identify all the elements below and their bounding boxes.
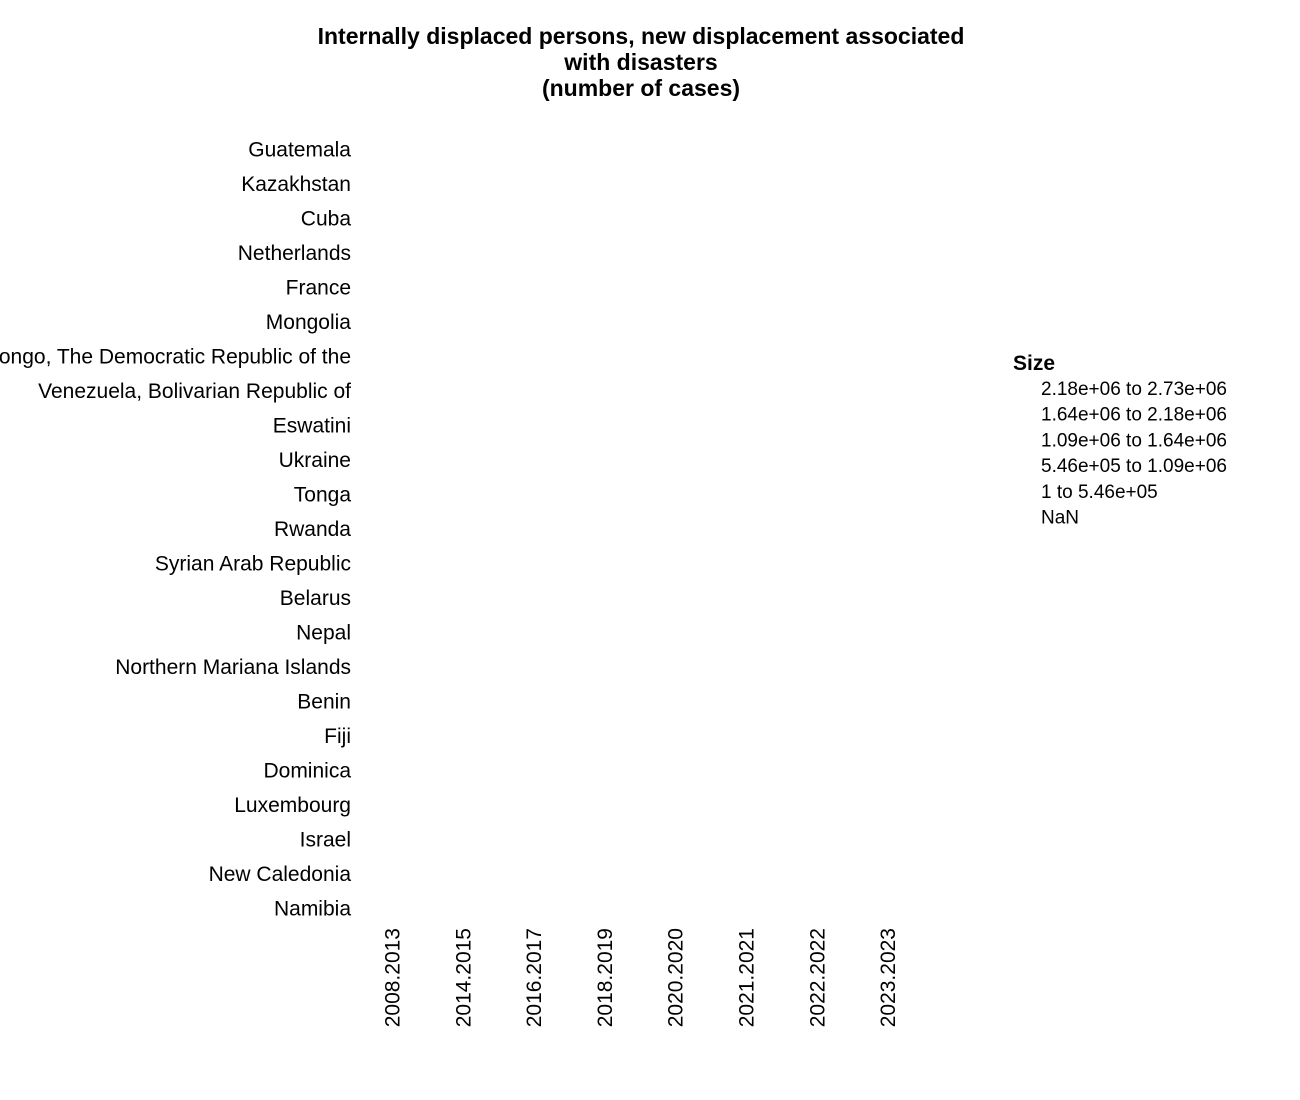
x-tick-label: 2014.2015 xyxy=(452,928,475,1027)
y-tick-label: Belarus xyxy=(280,587,351,610)
y-tick-label: Mongolia xyxy=(266,311,352,334)
x-axis-tick-labels: 2008.2013 2014.2015 2016.2017 2018.2019 2020… xyxy=(382,928,901,1027)
x-tick-label: 2008.2013 xyxy=(382,928,405,1027)
chart-title-line: with disasters xyxy=(563,49,717,75)
chart-title-line: Internally displaced persons, new displa… xyxy=(318,23,965,49)
y-tick-label: Northern Mariana Islands xyxy=(115,656,351,679)
y-tick-label: Ukraine xyxy=(279,449,351,472)
y-tick-label: Syrian Arab Republic xyxy=(155,553,351,576)
y-tick-label: Rwanda xyxy=(274,518,351,541)
y-tick-label: Fiji xyxy=(324,725,351,748)
y-tick-label: Cuba xyxy=(301,208,352,231)
y-tick-label: Namibia xyxy=(274,898,351,921)
y-tick-label: Kazakhstan xyxy=(241,173,351,196)
y-tick-label: Guatemala xyxy=(248,139,351,162)
y-axis-tick-labels: Guatemala Kazakhstan Cuba Netherlands France… xyxy=(0,139,351,921)
y-tick-label: Congo, The Democratic Republic of the xyxy=(0,346,351,369)
x-tick-label: 2020.2020 xyxy=(665,928,688,1027)
legend-item: 1.09e+06 to 1.64e+06 xyxy=(1041,430,1227,451)
legend-item: 1 to 5.46e+05 xyxy=(1041,482,1158,503)
x-tick-label: 2023.2023 xyxy=(877,928,900,1027)
y-tick-label: Luxembourg xyxy=(234,794,351,817)
x-tick-label: 2016.2017 xyxy=(523,928,546,1027)
y-tick-label: France xyxy=(286,277,351,300)
y-tick-label: Israel xyxy=(300,829,351,852)
y-tick-label: Tonga xyxy=(294,484,352,507)
y-tick-label: Nepal xyxy=(296,622,351,645)
legend-item: 5.46e+05 to 1.09e+06 xyxy=(1041,456,1227,477)
y-tick-label: Eswatini xyxy=(273,415,351,438)
y-tick-label: New Caledonia xyxy=(209,863,352,886)
legend-item: NaN xyxy=(1041,508,1079,529)
x-tick-label: 2022.2022 xyxy=(806,928,829,1027)
chart-title: Internally displaced persons, new displa… xyxy=(318,23,965,101)
x-tick-label: 2018.2019 xyxy=(594,928,617,1027)
x-tick-label: 2021.2021 xyxy=(736,928,759,1027)
legend: Size 2.18e+06 to 2.73e+06 1.64e+06 to 2.1… xyxy=(1013,352,1227,529)
legend-item: 2.18e+06 to 2.73e+06 xyxy=(1041,379,1227,400)
legend-item: 1.64e+06 to 2.18e+06 xyxy=(1041,405,1227,426)
legend-title: Size xyxy=(1013,352,1055,375)
y-tick-label: Venezuela, Bolivarian Republic of xyxy=(38,380,351,403)
y-tick-label: Dominica xyxy=(263,760,351,783)
y-tick-label: Benin xyxy=(297,691,351,714)
chart-title-line: (number of cases) xyxy=(542,75,740,101)
y-tick-label: Netherlands xyxy=(238,242,351,265)
